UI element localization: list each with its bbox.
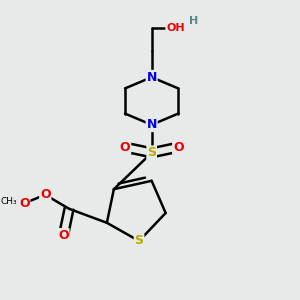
Text: O: O [173, 141, 184, 154]
Text: O: O [58, 229, 69, 242]
Text: O: O [19, 197, 30, 210]
Text: O: O [40, 188, 51, 201]
Text: OH: OH [166, 23, 185, 33]
Text: S: S [147, 146, 156, 159]
Text: CH₃: CH₃ [1, 197, 17, 206]
Text: O: O [120, 141, 130, 154]
Text: N: N [146, 71, 157, 84]
Text: H: H [189, 16, 198, 26]
Text: N: N [146, 118, 157, 131]
Text: S: S [134, 235, 143, 248]
